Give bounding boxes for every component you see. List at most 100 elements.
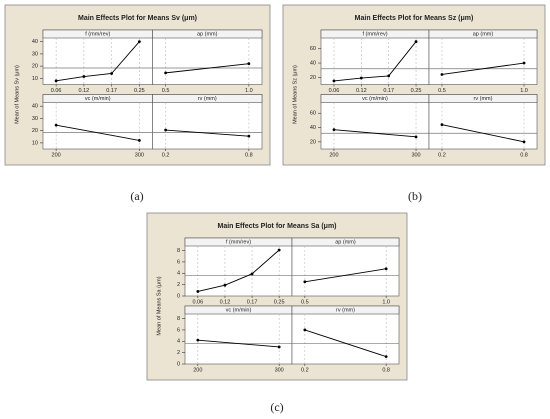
- panel-label: f (mm/rev): [226, 239, 251, 245]
- point: [384, 355, 388, 359]
- point: [303, 280, 307, 284]
- chart-title: Main Effects Plot for Means Sz (μm): [355, 15, 474, 22]
- y-tick-label: 10: [32, 140, 38, 146]
- y-axis-label: Mean of Means Sa (μm): [156, 276, 162, 335]
- panel: [428, 94, 538, 150]
- x-tick-label: 0.5: [438, 88, 446, 94]
- y-tick-label: 60: [310, 111, 316, 117]
- y-tick-label: 20: [32, 64, 38, 70]
- chart-title: Main Effects Plot for Means Sa (μm): [217, 223, 336, 230]
- point: [414, 40, 418, 43]
- x-tick-label: 0.17: [106, 88, 117, 94]
- y-tick-label: 40: [32, 39, 38, 45]
- panel-header: [428, 29, 538, 39]
- panel: [152, 94, 263, 150]
- effect-line: [304, 329, 387, 358]
- panel: [291, 237, 400, 297]
- point: [332, 79, 336, 83]
- x-tick-label: 0.12: [79, 88, 90, 94]
- x-tick-label: 200: [52, 152, 61, 158]
- panel-header: [291, 305, 400, 315]
- effect-line: [441, 62, 525, 75]
- effect-line: [333, 129, 417, 138]
- panel-label: ap (mm): [335, 239, 356, 245]
- point: [247, 134, 251, 138]
- panel: [428, 29, 538, 85]
- x-tick-label: 0.12: [356, 88, 367, 94]
- point: [414, 135, 418, 139]
- point: [247, 62, 251, 66]
- panel-header: [152, 94, 263, 103]
- point: [164, 128, 168, 132]
- x-tick-label: 0.17: [383, 88, 394, 94]
- x-tick-label: 0.17: [247, 299, 258, 305]
- effect-line: [333, 41, 417, 82]
- y-tick-label: 20: [32, 128, 38, 134]
- effect-line: [441, 124, 525, 143]
- x-tick-label: 0.25: [411, 88, 422, 94]
- panel-label: rv (mm): [198, 96, 217, 102]
- x-tick-label: 0.06: [192, 299, 203, 305]
- y-tick-label: 60: [310, 46, 316, 52]
- x-tick-label: 0.06: [51, 88, 62, 94]
- y-tick-label: 8: [177, 316, 180, 322]
- point: [277, 345, 281, 349]
- y-tick-label: 6: [177, 327, 180, 333]
- effect-line: [165, 129, 249, 137]
- point: [440, 123, 444, 127]
- y-tick-label: 40: [32, 104, 38, 110]
- point: [440, 73, 444, 76]
- y-tick-label: 4: [177, 271, 180, 277]
- x-tick-label: 0.2: [438, 152, 446, 158]
- x-tick-label: 1.0: [520, 88, 528, 94]
- point: [137, 40, 141, 44]
- x-tick-label: 1.0: [245, 88, 253, 94]
- effect-line: [56, 41, 140, 82]
- y-tick-label: 0: [177, 361, 180, 367]
- point: [82, 75, 86, 78]
- panel-label: ap (mm): [197, 31, 218, 37]
- panel-label: vc (m/min): [85, 96, 111, 102]
- y-tick-label: 20: [310, 139, 316, 145]
- panel-label: vc (m/min): [226, 307, 252, 313]
- point: [54, 79, 58, 83]
- caption: (b): [408, 189, 422, 203]
- x-tick-label: 1.0: [382, 299, 390, 305]
- x-tick-label: 300: [275, 367, 284, 373]
- y-tick-label: 20: [310, 75, 316, 81]
- effect-line: [56, 124, 140, 141]
- panel: [320, 29, 430, 85]
- x-tick-label: 0.8: [245, 152, 253, 158]
- point: [250, 272, 254, 276]
- x-tick-label: 0.25: [134, 88, 145, 94]
- point: [522, 61, 526, 65]
- y-tick-label: 4: [177, 339, 180, 345]
- point: [196, 290, 200, 293]
- x-tick-label: 0.8: [520, 152, 528, 158]
- panel: [184, 237, 293, 297]
- x-tick-label: 0.5: [301, 299, 309, 305]
- y-tick-label: 2: [177, 282, 180, 288]
- effect-line: [165, 63, 249, 74]
- y-tick-label: 6: [177, 259, 180, 265]
- x-tick-label: 200: [193, 367, 202, 373]
- y-axis-label: Mean of Means Sv (μm): [14, 65, 20, 124]
- x-tick-label: 0.5: [162, 88, 170, 94]
- x-tick-label: 0.06: [329, 88, 340, 94]
- point: [522, 140, 526, 144]
- y-tick-label: 30: [32, 116, 38, 122]
- y-tick-label: 8: [177, 248, 180, 254]
- panel-label: rv (mm): [336, 307, 355, 313]
- point: [164, 71, 168, 75]
- point: [303, 328, 307, 332]
- point: [332, 128, 336, 132]
- x-tick-label: 0.2: [162, 152, 170, 158]
- caption: (a): [130, 189, 143, 203]
- y-tick-label: 40: [310, 125, 316, 131]
- panel: [152, 29, 263, 85]
- y-tick-label: 10: [32, 76, 38, 82]
- x-tick-label: 0.12: [220, 299, 231, 305]
- panel-label: f (mm/rev): [85, 31, 110, 37]
- point: [387, 74, 391, 78]
